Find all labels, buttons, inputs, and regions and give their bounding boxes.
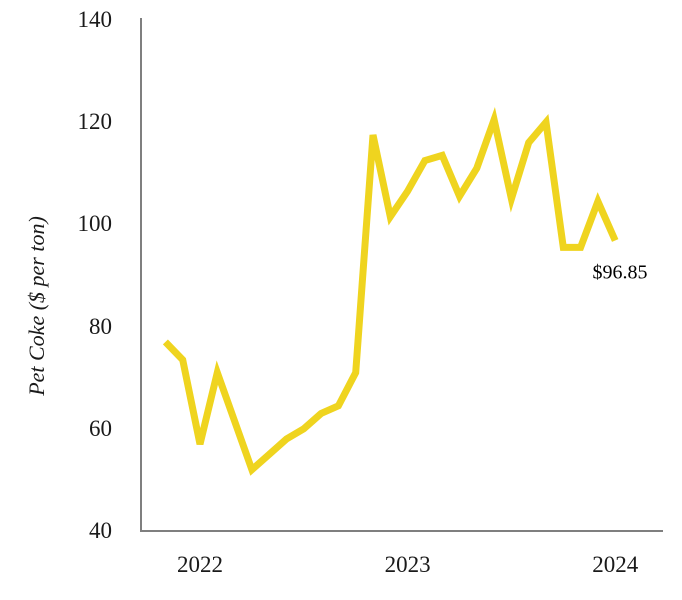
- y-tick-label-40: 40: [89, 518, 112, 543]
- y-tick-label-140: 140: [77, 7, 113, 32]
- last-value-annotation: $96.85: [592, 261, 648, 284]
- y-axis-title: Pet Coke ($ per ton): [24, 216, 49, 396]
- x-tick-label-2022: 2022: [177, 552, 223, 577]
- x-tick-label-2024: 2024: [592, 552, 639, 577]
- x-tick-label-2023: 2023: [384, 552, 431, 577]
- pet-coke-price-line: [162, 106, 619, 476]
- axis-lines: [140, 18, 663, 532]
- y-tick-label-120: 120: [77, 109, 113, 135]
- y-tick-label-60: 60: [89, 415, 112, 441]
- y-tick-label-80: 80: [89, 313, 112, 339]
- y-tick-label-100: 100: [77, 211, 113, 237]
